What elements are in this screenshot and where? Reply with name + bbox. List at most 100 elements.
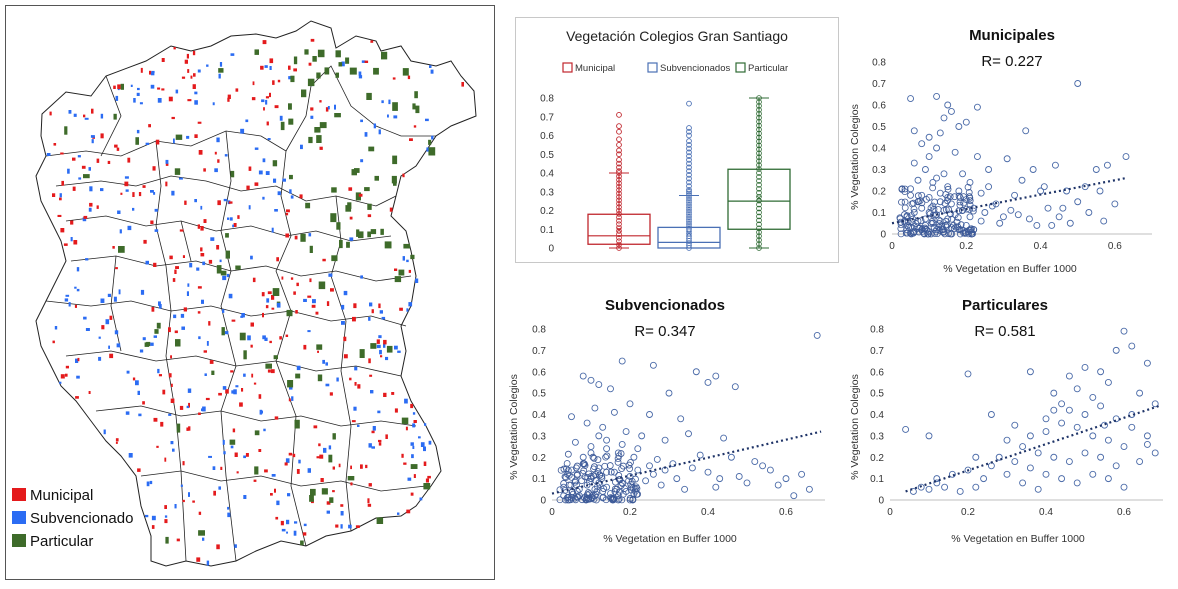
scatter-point: [704, 378, 712, 386]
school-marker-subvencionado: [371, 446, 375, 449]
school-marker-subvencionado: [267, 138, 271, 141]
school-marker-particular: [317, 374, 323, 382]
school-marker-subvencionado: [408, 302, 413, 307]
boxplot-point: [756, 158, 762, 164]
scatter-point: [606, 462, 614, 469]
boxplot-point: [756, 233, 762, 239]
scatter-point: [924, 230, 932, 238]
school-marker-municipal: [120, 192, 123, 195]
scatter-title: Particulares: [962, 297, 1048, 314]
school-marker-particular: [376, 517, 384, 524]
boxplot-point: [756, 134, 762, 141]
scatter-point: [573, 462, 581, 470]
scatter-y-tick-label: 0.1: [870, 474, 884, 485]
scatter-point: [1055, 213, 1063, 221]
school-marker-subvencionado: [245, 119, 249, 123]
school-marker-municipal: [57, 214, 62, 217]
boxplot-outlier: [616, 168, 622, 174]
school-marker-particular: [156, 322, 161, 329]
boxplot-marks: × ××: [587, 95, 791, 251]
school-marker-subvencionado: [180, 484, 183, 487]
scatter-point: [1019, 443, 1027, 451]
school-marker-particular: [316, 344, 323, 350]
school-marker-municipal: [115, 441, 118, 444]
school-marker-subvencionado: [136, 92, 140, 96]
school-marker-municipal: [209, 360, 214, 364]
scatter-point: [766, 466, 774, 474]
school-marker-subvencionado: [100, 113, 104, 119]
school-marker-municipal: [101, 325, 105, 330]
school-marker-particular: [225, 233, 229, 238]
school-marker-subvencionado: [223, 451, 226, 455]
school-marker-subvencionado: [208, 455, 212, 458]
school-marker-municipal: [228, 201, 233, 204]
school-marker-municipal: [270, 493, 273, 496]
scatter-point: [903, 229, 911, 237]
boxplot-point: [616, 190, 622, 197]
school-marker-municipal: [100, 133, 104, 139]
school-marker-subvencionado: [219, 259, 222, 263]
boxplot-legend: Municipal Subvencionados Particular: [562, 62, 788, 74]
school-marker-municipal: [367, 214, 372, 218]
boxplot-point: [616, 238, 622, 244]
school-marker-municipal: [295, 310, 298, 314]
scatter-point: [596, 471, 604, 479]
school-marker-particular: [118, 246, 125, 253]
scatter-point: [915, 198, 922, 205]
school-marker-subvencionado: [360, 275, 363, 279]
school-marker-municipal: [250, 344, 253, 348]
scatter-point: [727, 453, 735, 461]
scatter-point: [584, 489, 592, 496]
scatter-point: [677, 415, 685, 423]
school-marker-subvencionado: [276, 302, 281, 308]
school-marker-particular: [368, 146, 375, 152]
scatter-point: [594, 468, 602, 475]
school-marker-particular: [272, 160, 278, 167]
school-marker-subvencionado: [325, 362, 328, 366]
boxplot-point: [756, 174, 762, 180]
school-marker-municipal: [250, 322, 254, 327]
school-marker-municipal: [96, 205, 99, 209]
school-marker-municipal: [143, 239, 147, 244]
scatter-y-tick-label: 0.3: [872, 165, 886, 176]
school-marker-subvencionado: [261, 99, 265, 103]
scatter-y-tick-label: 0.4: [532, 410, 546, 421]
school-marker-particular: [272, 288, 280, 296]
school-marker-subvencionado: [100, 188, 104, 192]
school-marker-particular: [288, 118, 294, 125]
school-marker-municipal: [179, 229, 184, 232]
school-marker-particular: [367, 203, 372, 210]
boxplot-outlier: [686, 179, 692, 186]
school-marker-subvencionado: [105, 319, 110, 325]
scatter-point: [579, 453, 587, 461]
scatter-point: [568, 473, 576, 481]
school-marker-municipal: [364, 60, 369, 63]
school-marker-municipal: [313, 425, 318, 429]
scatter-point: [1003, 155, 1011, 163]
school-marker-subvencionado: [150, 190, 154, 193]
scatter-y-tick-label: 0.7: [870, 346, 884, 357]
boxplot-outlier: [616, 160, 622, 167]
school-marker-municipal: [262, 40, 267, 45]
school-marker-municipal: [200, 253, 205, 257]
school-marker-municipal: [354, 382, 357, 386]
school-marker-subvencionado: [222, 309, 225, 313]
school-marker-subvencionado: [108, 345, 110, 349]
school-marker-subvencionado: [189, 262, 193, 268]
scatter-point: [1029, 166, 1037, 173]
school-marker-municipal: [349, 377, 352, 381]
school-marker-subvencionado: [139, 102, 143, 105]
school-marker-municipal: [357, 384, 361, 389]
scatter-x-tick-label: 0.2: [623, 507, 637, 518]
school-marker-subvencionado: [202, 406, 206, 412]
school-marker-municipal: [214, 151, 217, 155]
scatter-point: [969, 207, 977, 215]
scatter-axes: 0 0.1 0.2 0.3 0.4 0.5 0.6 0.7 0.8 0 0.2 0.4 0.6: [532, 325, 825, 518]
school-marker-subvencionado: [165, 159, 169, 164]
school-marker-particular: [135, 137, 139, 145]
scatter-point: [965, 230, 972, 238]
school-marker-municipal: [276, 257, 279, 262]
scatter-x-tick-label: 0: [549, 507, 555, 518]
boxplot-point: [616, 197, 622, 204]
school-marker-particular: [243, 350, 247, 360]
